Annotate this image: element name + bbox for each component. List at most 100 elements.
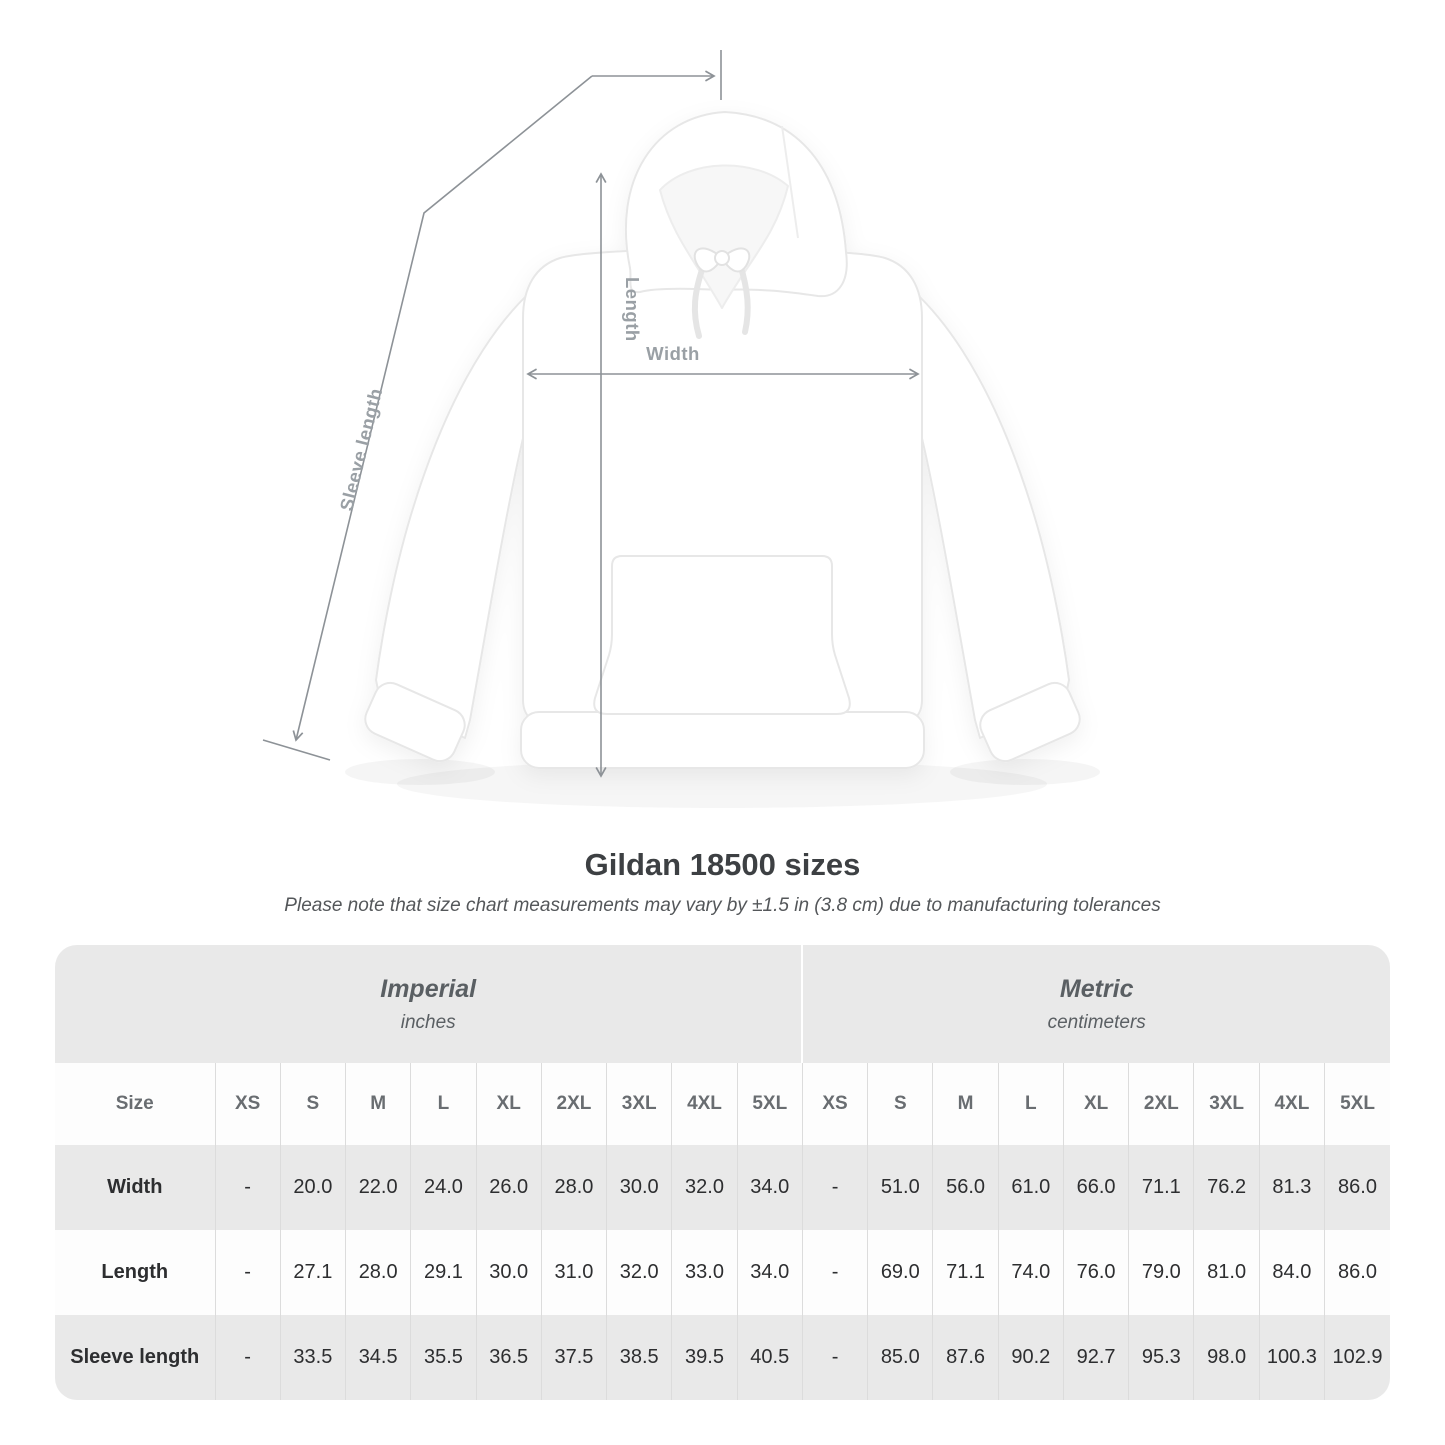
value-cell: 30.0 [475, 1230, 542, 1315]
length-label: Length [622, 277, 643, 342]
size-column-header: Size [115, 1093, 154, 1114]
size-header-cell: XL [1062, 1063, 1129, 1145]
value-cell: 76.2 [1193, 1145, 1260, 1230]
value-cell: 81.3 [1258, 1145, 1325, 1230]
value-cell: 100.3 [1258, 1315, 1325, 1400]
value-cell: 86.0 [1324, 1230, 1390, 1315]
size-diagram: Width Length Sleeve length [262, 50, 1100, 785]
size-header-cell: M [932, 1063, 999, 1145]
table-row-sleeve-length: Sleeve length - 33.5 34.5 35.5 36.5 37.5… [55, 1315, 1390, 1400]
value-cell: 61.0 [997, 1145, 1064, 1230]
value-cell: - [801, 1145, 868, 1230]
value-cell: 31.0 [540, 1230, 607, 1315]
value-cell: 34.0 [736, 1230, 803, 1315]
value-cell: 71.1 [932, 1230, 999, 1315]
value-cell: 71.1 [1128, 1145, 1194, 1230]
value-cell: 38.5 [606, 1315, 672, 1400]
cuff-shadow-right [950, 759, 1100, 785]
value-cell: 36.5 [475, 1315, 542, 1400]
value-cell: 98.0 [1193, 1315, 1260, 1400]
hoodie-illustration [364, 111, 1081, 769]
value-cell: 79.0 [1128, 1230, 1194, 1315]
drawstring-left [691, 261, 707, 339]
value-cell: 26.0 [475, 1145, 542, 1230]
table-row-width: Width - 20.0 22.0 24.0 26.0 28.0 30.0 32… [55, 1145, 1390, 1230]
table-row-length: Length - 27.1 28.0 29.1 30.0 31.0 32.0 3… [55, 1230, 1390, 1315]
page-title: Gildan 18500 sizes [584, 847, 861, 882]
kangaroo-pocket [593, 555, 851, 715]
sleeve-length-line [292, 75, 593, 742]
metric-section-header: Metric centimeters [801, 945, 1390, 1063]
value-cell: - [214, 1230, 281, 1315]
value-cell: 32.0 [671, 1145, 738, 1230]
value-cell: 56.0 [932, 1145, 999, 1230]
value-cell: 74.0 [997, 1230, 1064, 1315]
value-cell: 95.3 [1128, 1315, 1194, 1400]
hem-band [520, 711, 925, 769]
value-cell: 28.0 [345, 1230, 411, 1315]
sleeve-length-label: Sleeve length [336, 386, 387, 513]
value-cell: - [801, 1230, 868, 1315]
value-cell: 28.0 [540, 1145, 607, 1230]
value-cell: 22.0 [345, 1145, 411, 1230]
value-cell: - [801, 1315, 868, 1400]
imperial-unit: inches [400, 1011, 456, 1033]
value-cell: 87.6 [932, 1315, 999, 1400]
imperial-title: Imperial [380, 975, 477, 1004]
value-cell: 84.0 [1258, 1230, 1325, 1315]
size-header-cell: 5XL [1324, 1063, 1390, 1145]
width-label: Width [646, 343, 700, 364]
value-cell: 33.5 [279, 1315, 346, 1400]
row-label: Width [107, 1176, 163, 1198]
metric-title: Metric [1059, 975, 1134, 1004]
size-header-cell: 3XL [606, 1063, 672, 1145]
measurement-lines [262, 50, 920, 778]
value-cell: 29.1 [410, 1230, 477, 1315]
bow-knot [714, 250, 730, 266]
size-header-cell: L [997, 1063, 1064, 1145]
size-header-cell: 3XL [1193, 1063, 1260, 1145]
value-cell: 76.0 [1062, 1230, 1129, 1315]
size-header-cell: XS [801, 1063, 868, 1145]
value-cell: 90.2 [997, 1315, 1064, 1400]
cuff-shadow-left [345, 759, 495, 785]
size-table-grid: Imperial inches Metric centimeters Size … [55, 945, 1390, 1400]
size-header-cell: S [867, 1063, 933, 1145]
value-cell: 85.0 [867, 1315, 933, 1400]
value-cell: 34.5 [345, 1315, 411, 1400]
value-cell: 32.0 [606, 1230, 672, 1315]
size-header-cell: 5XL [736, 1063, 803, 1145]
row-label: Sleeve length [70, 1346, 200, 1368]
size-header-row: Size XS S M L XL 2XL 3XL 4XL 5XL XS S M … [55, 1063, 1390, 1145]
value-cell: 27.1 [279, 1230, 346, 1315]
value-cell: 92.7 [1062, 1315, 1129, 1400]
value-cell: 81.0 [1193, 1230, 1260, 1315]
metric-unit: centimeters [1047, 1011, 1146, 1033]
size-header-cell: XS [214, 1063, 281, 1145]
sleeve-cuff-tick [262, 739, 331, 761]
row-label: Length [101, 1261, 169, 1283]
left-cuff [364, 681, 466, 763]
size-header-cell: 2XL [1128, 1063, 1194, 1145]
imperial-section-header: Imperial inches [55, 945, 803, 1063]
value-cell: - [214, 1315, 281, 1400]
size-header-cell: XL [475, 1063, 542, 1145]
value-cell: 30.0 [606, 1145, 672, 1230]
hood-seam [781, 125, 799, 239]
value-cell: 37.5 [540, 1315, 607, 1400]
value-cell: 102.9 [1324, 1315, 1390, 1400]
hood-opening [659, 164, 789, 309]
value-cell: 33.0 [671, 1230, 738, 1315]
value-cell: 40.5 [736, 1315, 803, 1400]
value-cell: - [214, 1145, 281, 1230]
value-cell: 86.0 [1324, 1145, 1390, 1230]
size-header-cell: 2XL [540, 1063, 607, 1145]
right-cuff [979, 681, 1081, 763]
value-cell: 39.5 [671, 1315, 738, 1400]
units-header-row: Imperial inches Metric centimeters [55, 945, 1390, 1063]
size-header-cell: M [345, 1063, 411, 1145]
size-table: Imperial inches Metric centimeters Size … [55, 945, 1390, 1400]
value-cell: 35.5 [410, 1315, 477, 1400]
size-header-cell: 4XL [671, 1063, 738, 1145]
size-header-cell: S [279, 1063, 346, 1145]
